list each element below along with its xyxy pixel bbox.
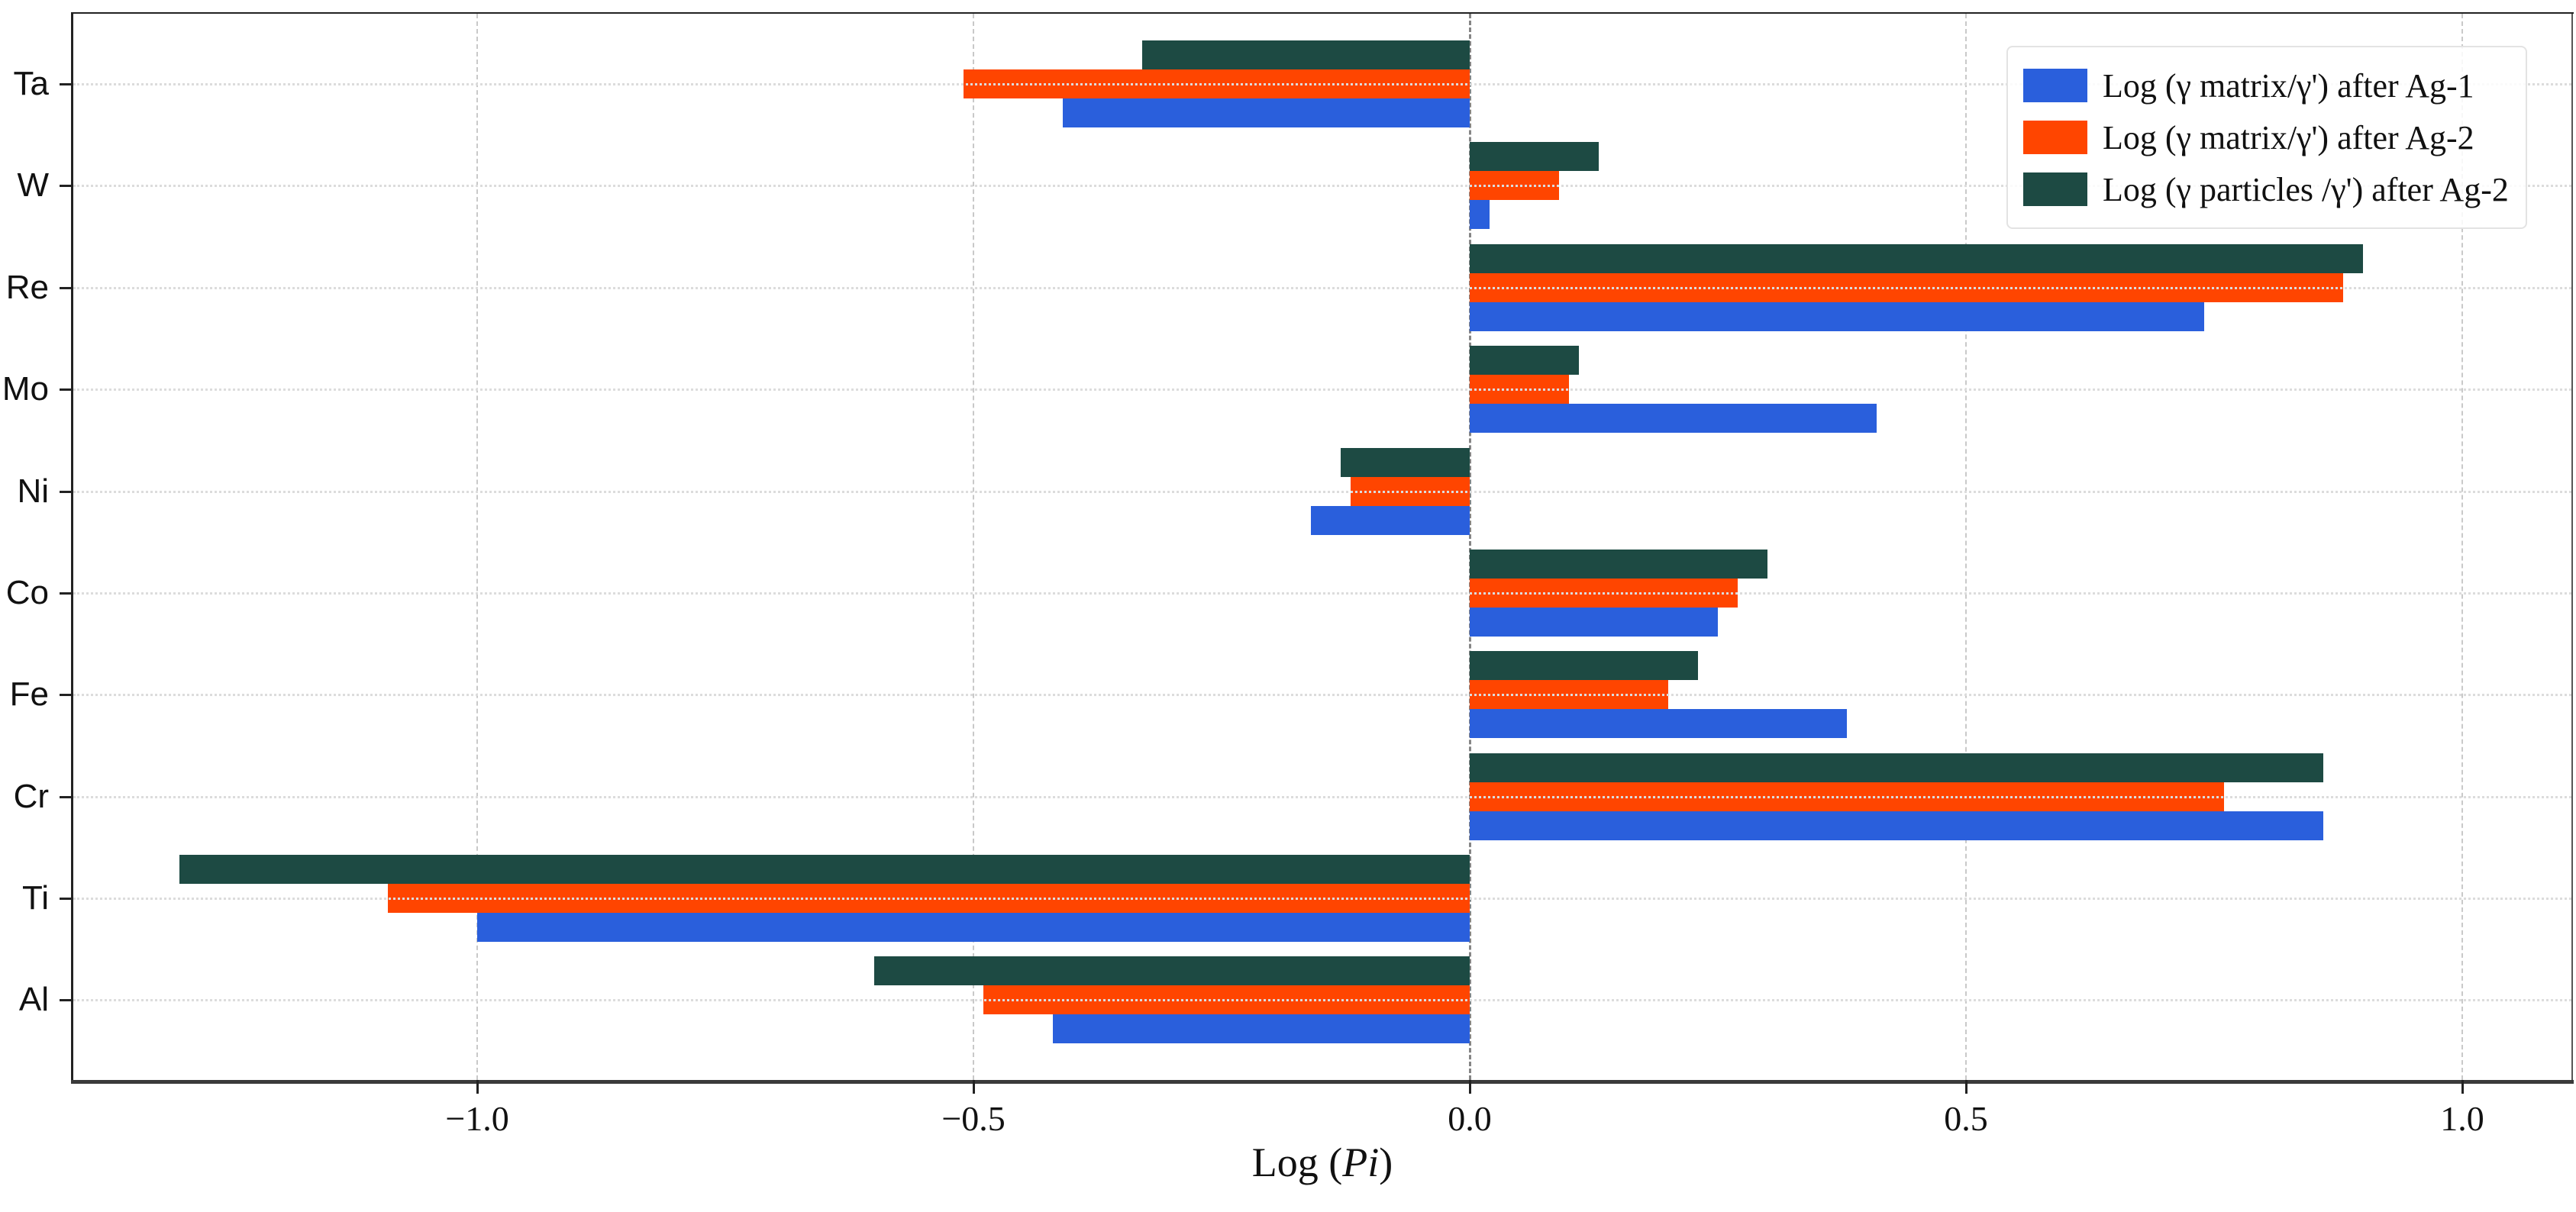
x-tick-label: 0.5 (1944, 1099, 1988, 1138)
legend-entry: Log (γ matrix/γ') after Ag-2 (2023, 111, 2509, 163)
x-tick-label: −1.0 (445, 1099, 509, 1138)
x-axis-title-suffix: ) (1379, 1139, 1393, 1185)
vertical-gridline (476, 14, 479, 1080)
x-axis-title: Log (Pi) (1252, 1139, 1393, 1186)
x-axis-title-italic: Pi (1342, 1139, 1380, 1185)
bar-Ti-series1 (477, 913, 1470, 943)
bar-Ta-series1 (1063, 98, 1470, 127)
zero-gridline (1469, 14, 1472, 1080)
y-axis-tick (60, 185, 73, 188)
left-spine (71, 14, 73, 1080)
y-axis-tick (60, 898, 73, 901)
bar-Cr-series1 (1470, 811, 2323, 840)
y-tick-label: Ta (13, 65, 49, 102)
legend-swatch (2023, 172, 2087, 206)
x-tick-label: 0.0 (1448, 1099, 1492, 1138)
y-axis-tick (60, 999, 73, 1002)
horizontal-gridline (73, 898, 2571, 901)
x-axis-tick (2461, 1080, 2464, 1094)
y-tick-label: Mo (2, 370, 49, 408)
bar-Ni-series1 (1311, 505, 1470, 535)
bar-W-series3 (1470, 142, 1600, 172)
y-tick-label: W (17, 166, 49, 205)
horizontal-gridline (73, 185, 2571, 188)
right-spine (2571, 14, 2573, 1080)
bar-Ta-series3 (1142, 40, 1470, 69)
vertical-gridline (973, 14, 975, 1080)
bar-Fe-series3 (1470, 651, 1699, 681)
x-axis-tick (973, 1080, 976, 1094)
horizontal-gridline (73, 83, 2571, 85)
legend-label: Log (γ particles /γ') after Ag-2 (2103, 170, 2509, 208)
horizontal-gridline (73, 694, 2571, 697)
horizontal-gridline (73, 795, 2571, 798)
vertical-gridline (1965, 14, 1968, 1080)
bar-W-series1 (1470, 200, 1490, 230)
legend: Log (γ matrix/γ') after Ag-1 Log (γ matri… (2006, 46, 2527, 229)
y-tick-label: Fe (9, 675, 49, 714)
legend-label: Log (γ matrix/γ') after Ag-2 (2103, 118, 2474, 156)
bar-Re-series1 (1470, 301, 2204, 331)
horizontal-gridline (73, 490, 2571, 493)
legend-entry: Log (γ particles /γ') after Ag-2 (2023, 163, 2509, 215)
bar-Mo-series1 (1470, 404, 1877, 434)
horizontal-gridline (73, 591, 2571, 595)
y-tick-label: Cr (13, 777, 49, 815)
top-spine (71, 12, 2574, 14)
y-axis-tick (60, 388, 73, 392)
bar-Co-series3 (1470, 549, 1768, 579)
bar-Re-series3 (1470, 243, 2363, 273)
x-tick-label: 1.0 (2440, 1099, 2484, 1138)
bar-Mo-series3 (1470, 346, 1580, 376)
bar-Al-series3 (874, 956, 1470, 986)
y-tick-label: Ti (21, 879, 49, 917)
bar-Fe-series1 (1470, 709, 1848, 739)
legend-entry: Log (γ matrix/γ') after Ag-1 (2023, 60, 2509, 111)
vertical-gridline (2461, 14, 2463, 1080)
bar-Ni-series3 (1341, 447, 1470, 477)
y-tick-label: Re (5, 268, 49, 306)
y-axis-tick (60, 83, 73, 85)
x-axis-tick (1965, 1080, 1968, 1094)
legend-label: Log (γ matrix/γ') after Ag-1 (2103, 66, 2474, 105)
bottom-spine (71, 1080, 2574, 1084)
x-tick-label: −0.5 (941, 1099, 1006, 1138)
bar-Cr-series3 (1470, 753, 2323, 782)
bar-Al-series1 (1053, 1014, 1470, 1044)
horizontal-gridline (73, 286, 2571, 289)
y-axis-tick (60, 286, 73, 289)
y-axis-tick (60, 795, 73, 798)
x-axis-title-prefix: Log ( (1251, 1139, 1343, 1185)
bar-Ti-series3 (179, 855, 1470, 885)
horizontal-gridline (73, 999, 2571, 1002)
y-tick-label: Ni (17, 472, 49, 510)
horizontal-gridline (73, 388, 2571, 392)
y-axis-tick (60, 490, 73, 493)
y-axis-tick (60, 694, 73, 697)
y-tick-label: Co (5, 573, 49, 611)
legend-swatch (2023, 121, 2087, 154)
bar-Co-series1 (1470, 607, 1719, 637)
y-axis-tick (60, 591, 73, 595)
legend-swatch (2023, 69, 2087, 102)
y-tick-label: Al (18, 981, 49, 1019)
x-axis-tick (1469, 1080, 1472, 1094)
x-axis-tick (476, 1080, 479, 1094)
